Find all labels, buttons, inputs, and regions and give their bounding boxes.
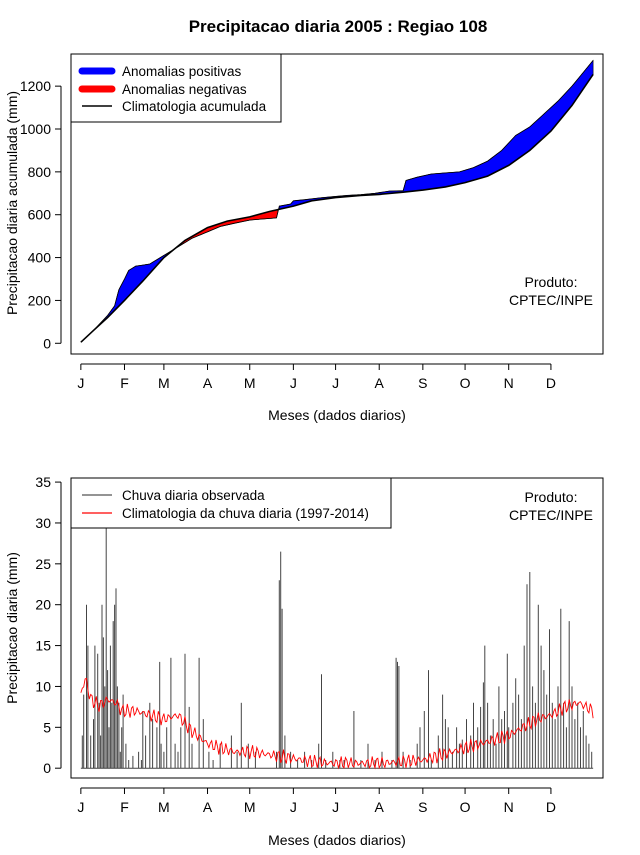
daily-y-tick-label: 0: [43, 760, 51, 776]
daily-y-tick-label: 25: [35, 556, 51, 572]
chart-title: Precipitacao diaria 2005 : Regiao 108: [189, 17, 488, 36]
daily-x-tick-label: J: [290, 799, 297, 815]
legend-label-negative: Anomalias negativas: [122, 82, 247, 97]
daily-x-tick-label: J: [332, 799, 339, 815]
daily-legend-box: [70, 477, 392, 529]
accumulated-x-tick-label: N: [504, 375, 514, 391]
accumulated-y-tick-label: 800: [28, 164, 52, 180]
daily-y-tick-label: 30: [35, 515, 51, 531]
daily-y-label: Precipitacao diaria (mm): [4, 552, 20, 704]
daily-x-label: Meses (dados diarios): [268, 832, 406, 848]
accumulated-x-label: Meses (dados diarios): [268, 407, 406, 423]
daily-y-axis: 0 5 10 15 20 25 30 35: [35, 474, 62, 776]
legend-label-climatology: Climatologia acumulada: [122, 99, 267, 114]
accumulated-x-tick-label: M: [158, 375, 170, 391]
negative-anomaly-area: [174, 209, 279, 250]
daily-legend: Chuva diaria observada Climatologia da c…: [70, 477, 392, 529]
climatology-accumulated-line: [80, 73, 594, 343]
daily-y-tick-label: 5: [43, 719, 51, 735]
daily-x-tick-label: F: [120, 799, 129, 815]
accumulated-credit-line-2: CPTEC/INPE: [509, 292, 593, 308]
daily-x-tick-label: A: [203, 799, 213, 815]
daily-plot-layer: [80, 523, 594, 770]
daily-x-tick-label: J: [77, 799, 84, 815]
accumulated-y-label: Precipitacao diaria acumulada (mm): [4, 91, 20, 315]
daily-x-tick-label: M: [158, 799, 170, 815]
accumulated-credit-line-1: Produto:: [525, 274, 578, 290]
accumulated-chart: 0 200 400 600 800 1000 1200 J F M A M J J A S O N D Meses…: [4, 53, 604, 423]
observed-accumulated-line: [80, 60, 594, 343]
legend-label-observed: Chuva diaria observada: [122, 488, 265, 503]
accumulated-x-tick-label: A: [375, 375, 385, 391]
accumulated-y-axis: 0 200 400 600 800 1000 1200: [20, 78, 62, 351]
daily-x-tick-label: N: [504, 799, 514, 815]
accumulated-x-tick-label: J: [77, 375, 84, 391]
accumulated-x-tick-label: F: [120, 375, 129, 391]
legend-label-positive: Anomalias positivas: [122, 64, 242, 79]
accumulated-x-tick-label: M: [244, 375, 256, 391]
daily-x-tick-label: O: [460, 799, 471, 815]
daily-climatology-line: [80, 677, 594, 770]
accumulated-x-tick-label: A: [203, 375, 213, 391]
accumulated-y-tick-label: 1000: [20, 121, 51, 137]
daily-x-tick-label: D: [546, 799, 556, 815]
legend-label-daily-climatology: Climatologia da chuva diaria (1997-2014): [122, 506, 369, 521]
daily-x-tick-label: M: [244, 799, 256, 815]
daily-y-tick-label: 10: [35, 678, 51, 694]
accumulated-y-tick-label: 0: [43, 335, 51, 351]
accumulated-x-tick-label: S: [418, 375, 427, 391]
accumulated-legend: Anomalias positivas Anomalias negativas …: [70, 53, 282, 123]
daily-x-tick-label: A: [375, 799, 385, 815]
daily-credit-line-1: Produto:: [525, 489, 578, 505]
daily-chart: 0 5 10 15 20 25 30 35 J F M A M J J A S O N D Meses (dados…: [4, 474, 604, 848]
accumulated-y-tick-label: 1200: [20, 78, 51, 94]
daily-credit-line-2: CPTEC/INPE: [509, 507, 593, 523]
accumulated-x-tick-label: D: [546, 375, 556, 391]
daily-y-tick-label: 35: [35, 474, 51, 490]
accumulated-y-tick-label: 600: [28, 207, 52, 223]
accumulated-y-tick-label: 400: [28, 250, 52, 266]
daily-y-tick-label: 15: [35, 638, 51, 654]
accumulated-x-tick-label: J: [332, 375, 339, 391]
accumulated-x-tick-label: J: [290, 375, 297, 391]
daily-x-tick-label: S: [418, 799, 427, 815]
accumulated-x-tick-label: O: [460, 375, 471, 391]
accumulated-plot-layer: [80, 59, 594, 343]
daily-y-tick-label: 20: [35, 597, 51, 613]
accumulated-y-tick-label: 200: [28, 292, 52, 308]
accumulated-plot-frame: [70, 53, 604, 355]
